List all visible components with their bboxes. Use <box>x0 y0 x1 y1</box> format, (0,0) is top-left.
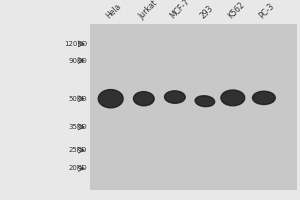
Text: 120KD: 120KD <box>64 41 87 47</box>
Ellipse shape <box>221 90 245 106</box>
Text: 293: 293 <box>199 4 215 21</box>
Text: 90KD: 90KD <box>68 58 87 64</box>
Text: 25KD: 25KD <box>68 147 87 153</box>
Ellipse shape <box>134 92 154 106</box>
Text: Hela: Hela <box>104 2 123 21</box>
Text: Jurkat: Jurkat <box>137 0 160 21</box>
Ellipse shape <box>195 96 215 107</box>
Text: 20KD: 20KD <box>68 165 87 171</box>
Text: 50KD: 50KD <box>68 96 87 102</box>
Ellipse shape <box>98 90 123 108</box>
Text: PC-3: PC-3 <box>257 2 276 21</box>
Text: MCF-7: MCF-7 <box>169 0 192 21</box>
Text: K562: K562 <box>226 1 247 21</box>
Text: 35KD: 35KD <box>68 124 87 130</box>
Ellipse shape <box>164 91 185 103</box>
Ellipse shape <box>253 91 275 105</box>
